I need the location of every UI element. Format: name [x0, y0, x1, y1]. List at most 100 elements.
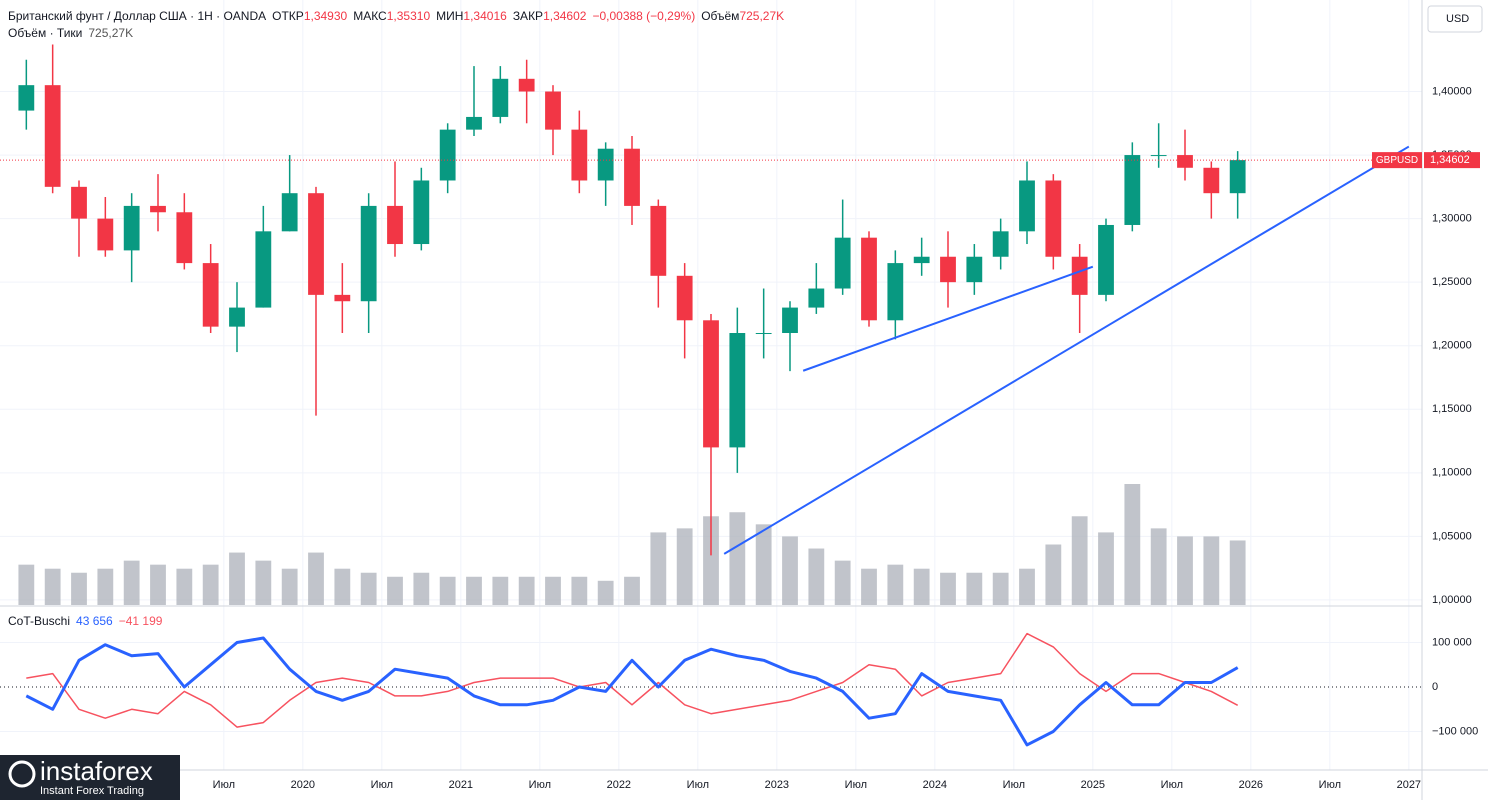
volume-bar	[18, 564, 35, 605]
y-tick-label: 1,10000	[1432, 467, 1472, 479]
volume-bar	[887, 564, 904, 605]
candle-body	[703, 320, 719, 448]
candle-body	[1045, 180, 1062, 257]
instrument: Британский фунт / Доллар США · 1Н · OAND…	[8, 9, 266, 23]
x-tick-label: 2022	[607, 779, 631, 791]
x-tick-label: Июл	[1161, 779, 1183, 791]
volume-bar	[439, 576, 456, 605]
volume-bar	[1203, 536, 1220, 605]
candle-body	[676, 275, 693, 321]
y2-tick-label: 0	[1432, 681, 1438, 693]
y2-tick-label: 100 000	[1432, 636, 1472, 648]
volume-bar	[624, 576, 640, 605]
currency: USD	[1446, 13, 1469, 25]
volume-bar	[1098, 532, 1114, 605]
candle-body	[360, 205, 377, 302]
trendline	[802, 265, 1094, 372]
volume-bar	[913, 568, 930, 605]
volume-value: 725,27K	[739, 9, 784, 23]
volume-bar	[387, 576, 403, 605]
candle-body	[123, 205, 140, 251]
candle-body	[71, 186, 87, 219]
candle-body	[281, 193, 298, 232]
volume-bar	[966, 572, 983, 605]
header-line: Британский фунт / Доллар США · 1Н · OAND…	[8, 9, 784, 23]
volume-bar	[597, 580, 614, 605]
x-tick-label: Июл	[1319, 779, 1341, 791]
candle-body	[1229, 160, 1246, 194]
volume-bar	[413, 572, 430, 605]
candle-body	[571, 129, 588, 181]
volume-bar	[808, 548, 825, 605]
candle-body	[387, 205, 403, 245]
candle-body	[1071, 256, 1088, 295]
candle-body	[229, 307, 245, 327]
volume-label: Объём	[701, 9, 739, 23]
ohlc-label: МАКС	[353, 9, 387, 23]
volume-bar	[782, 536, 798, 605]
plot-area	[0, 44, 1422, 747]
candle-body	[255, 231, 272, 308]
candle-body	[808, 288, 825, 308]
volume-bar	[518, 576, 535, 605]
y-tick-label: 1,25000	[1432, 276, 1472, 288]
candle-body	[466, 116, 482, 130]
trendline	[723, 145, 1410, 555]
volume-bar	[571, 576, 588, 605]
volume-bar	[834, 560, 851, 605]
candle-body	[940, 256, 956, 283]
candle-body	[834, 237, 851, 289]
candle-body	[913, 256, 930, 264]
volume-bar	[861, 568, 877, 605]
candle-body	[518, 78, 535, 92]
indicator-legend: CoT-Buschi 43 656 −41 199	[8, 614, 163, 628]
y-tick-label: 1,40000	[1432, 85, 1472, 97]
candle-body	[176, 212, 193, 264]
volume-bar	[492, 576, 509, 605]
x-tick-label: Июл	[213, 779, 235, 791]
volume-bar	[229, 552, 245, 605]
logo-box	[0, 755, 180, 800]
candle-body	[1098, 224, 1114, 295]
last-price-label: 1,34602	[1430, 154, 1470, 166]
candle-body	[624, 148, 640, 206]
volume-bar	[545, 576, 561, 605]
candle-body	[44, 85, 61, 187]
volume-bar	[992, 572, 1009, 605]
volume-bar	[1124, 484, 1141, 605]
volume-bar	[1019, 568, 1035, 605]
volume-study-label: Объём · Тики	[8, 26, 82, 40]
candle-body	[1203, 167, 1220, 194]
indicator-value: 43 656	[76, 614, 113, 628]
volume-bar	[729, 512, 746, 605]
ohlc-value: 1,35310	[387, 9, 431, 23]
change: −0,00388 (−0,29%)	[592, 9, 695, 23]
volume-bar	[1045, 544, 1062, 605]
x-tick-label: 2027	[1397, 779, 1421, 791]
indicator-line	[26, 632, 1239, 728]
currency-box[interactable]	[1427, 5, 1483, 33]
candle-body	[308, 193, 324, 295]
candle-body	[492, 78, 509, 117]
logo-tagline: Instant Forex Trading	[40, 785, 144, 797]
ohlc-value: 1,34602	[543, 9, 587, 23]
candle-body	[545, 91, 561, 130]
candle-body	[650, 205, 667, 276]
x-tick-label: 2023	[765, 779, 789, 791]
candle-body	[1150, 155, 1167, 157]
volume-bar	[703, 516, 719, 605]
candle-body	[150, 205, 166, 213]
volume-bar	[334, 568, 351, 605]
last-price-tag	[1372, 152, 1422, 169]
last-price-name: GBPUSD	[1376, 155, 1418, 166]
volume-study-value: 725,27K	[88, 26, 133, 40]
y-tick-label: 1,15000	[1432, 403, 1472, 415]
volume-bar	[44, 568, 61, 605]
y2-tick-label: −100 000	[1432, 725, 1478, 737]
candle-body	[782, 307, 798, 334]
volume-bar	[97, 568, 114, 605]
volume-bar	[1071, 516, 1088, 605]
ohlc-label: ОТКР	[272, 9, 304, 23]
x-tick-label: 2024	[923, 779, 947, 791]
candle-body	[202, 263, 219, 327]
